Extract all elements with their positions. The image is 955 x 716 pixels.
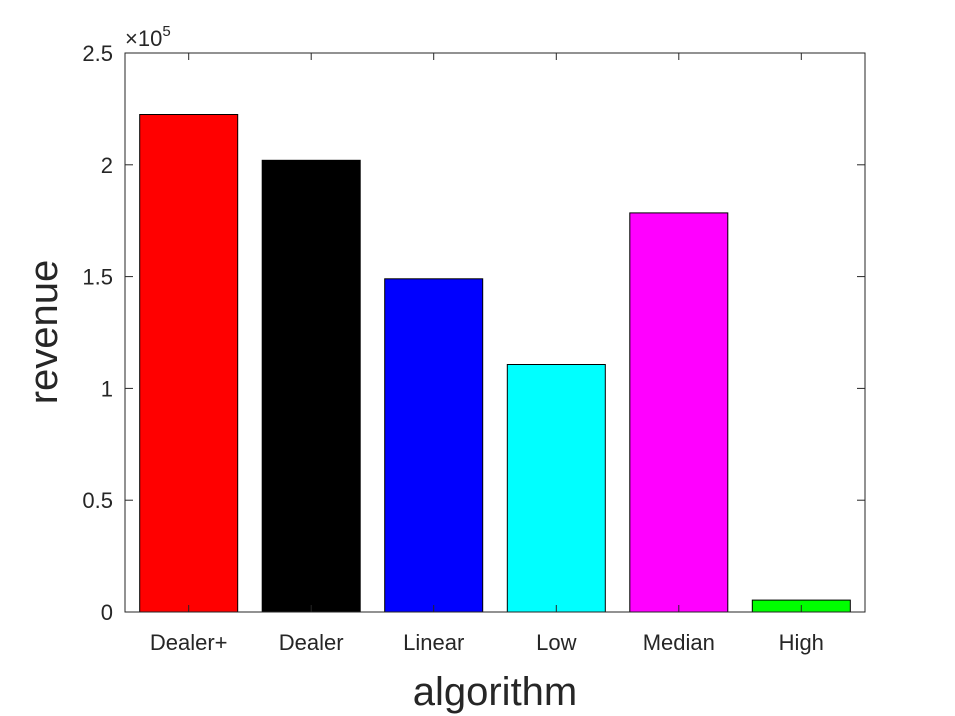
y-axis-title: revenue bbox=[22, 260, 66, 405]
bar-dealer bbox=[261, 159, 361, 613]
axes-box bbox=[124, 52, 866, 613]
plot-area bbox=[125, 53, 865, 612]
y-tick-label: 2 bbox=[101, 153, 113, 178]
x-tick-label: Dealer+ bbox=[150, 630, 228, 655]
bar-low bbox=[506, 364, 606, 613]
y-tick-label: 2.5 bbox=[82, 41, 113, 66]
bar-dealerplus bbox=[139, 114, 239, 613]
y-tick-label: 0.5 bbox=[82, 488, 113, 513]
exponent-power: 5 bbox=[162, 23, 170, 40]
x-tick-label: High bbox=[779, 630, 824, 655]
y-exponent-label: ×105 bbox=[125, 23, 171, 51]
y-tick-label: 1 bbox=[101, 376, 113, 401]
bar-linear bbox=[384, 278, 484, 613]
y-tick-label: 0 bbox=[101, 600, 113, 625]
x-axis-title: algorithm bbox=[413, 670, 578, 714]
x-tick-label: Low bbox=[536, 630, 576, 655]
x-tick-label: Dealer bbox=[279, 630, 344, 655]
x-tick-label: Median bbox=[643, 630, 715, 655]
exponent-base: ×10 bbox=[125, 26, 162, 51]
bar-median bbox=[629, 212, 729, 613]
x-tick-labels: Dealer+ Dealer Linear Low Median High bbox=[150, 630, 824, 655]
x-tick-label: Linear bbox=[403, 630, 464, 655]
y-tick-labels: 0 0.5 1 1.5 2 2.5 bbox=[82, 41, 113, 625]
bars-group bbox=[139, 114, 851, 613]
y-tick-label: 1.5 bbox=[82, 265, 113, 290]
